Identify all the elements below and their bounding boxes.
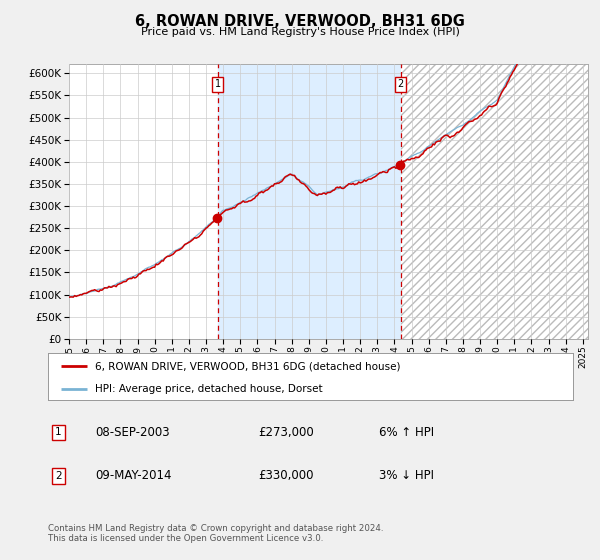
- Text: 2: 2: [55, 471, 62, 481]
- Text: 2: 2: [397, 80, 404, 89]
- Text: 6, ROWAN DRIVE, VERWOOD, BH31 6DG (detached house): 6, ROWAN DRIVE, VERWOOD, BH31 6DG (detac…: [95, 361, 401, 371]
- Text: 1: 1: [55, 427, 62, 437]
- Text: Contains HM Land Registry data © Crown copyright and database right 2024.
This d: Contains HM Land Registry data © Crown c…: [48, 524, 383, 543]
- Text: 3% ↓ HPI: 3% ↓ HPI: [379, 469, 434, 482]
- Text: 6% ↑ HPI: 6% ↑ HPI: [379, 426, 434, 439]
- Text: Price paid vs. HM Land Registry's House Price Index (HPI): Price paid vs. HM Land Registry's House …: [140, 27, 460, 37]
- Text: HPI: Average price, detached house, Dorset: HPI: Average price, detached house, Dors…: [95, 384, 323, 394]
- Bar: [401, 64, 588, 339]
- Text: £273,000: £273,000: [258, 426, 314, 439]
- Text: £330,000: £330,000: [258, 469, 314, 482]
- Text: 6, ROWAN DRIVE, VERWOOD, BH31 6DG: 6, ROWAN DRIVE, VERWOOD, BH31 6DG: [135, 14, 465, 29]
- Text: 09-MAY-2014: 09-MAY-2014: [95, 469, 172, 482]
- Text: 1: 1: [215, 80, 221, 89]
- Bar: [218, 64, 401, 339]
- Text: 08-SEP-2003: 08-SEP-2003: [95, 426, 170, 439]
